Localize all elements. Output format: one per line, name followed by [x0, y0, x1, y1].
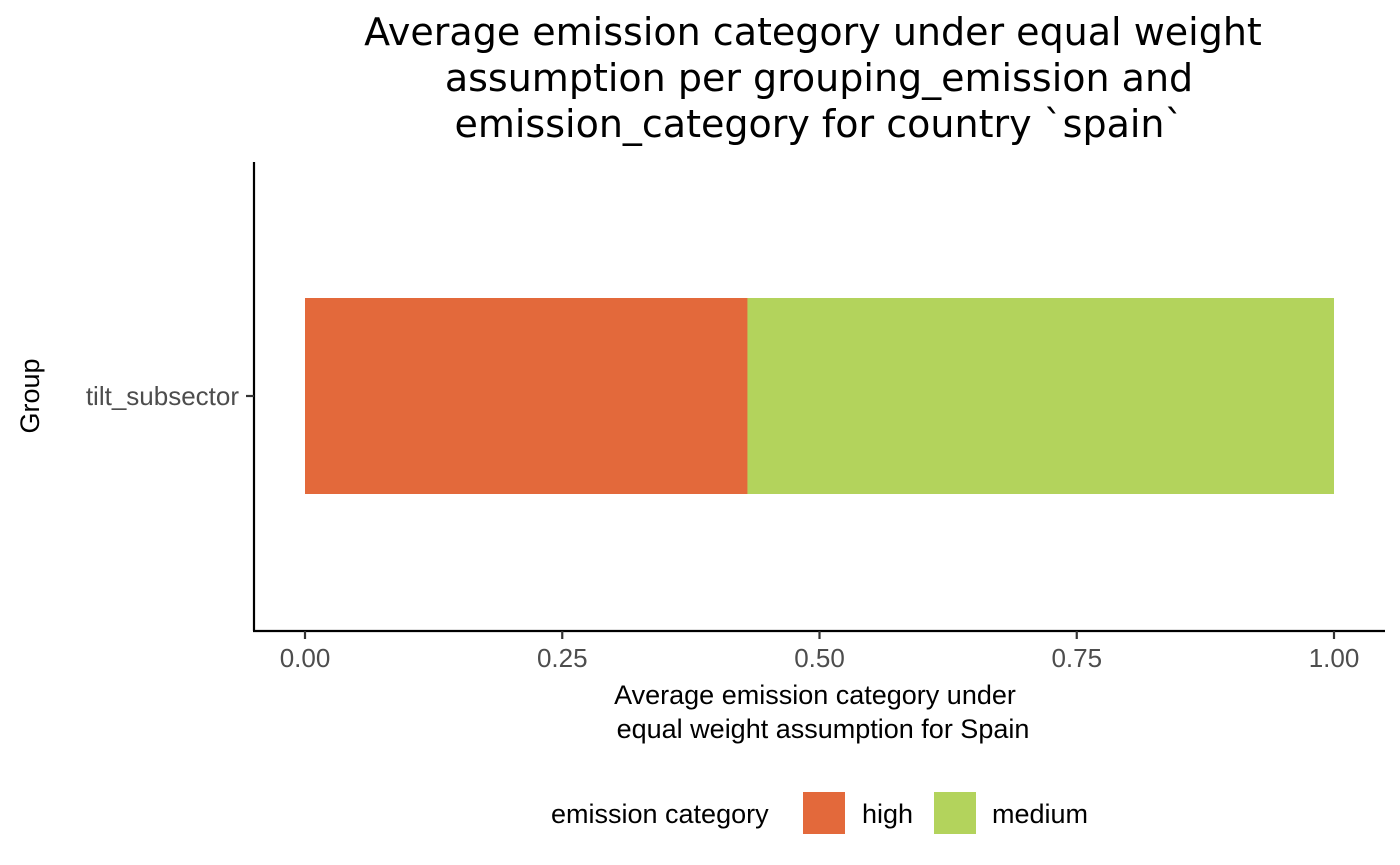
- legend-title: emission category: [551, 799, 769, 829]
- y-tick-label: tilt_subsector: [86, 381, 240, 411]
- legend-key-high: [803, 792, 845, 834]
- bar-tilt_subsector-high: [305, 298, 748, 494]
- chart-title-line-1: Average emission category under equal we…: [364, 10, 1262, 54]
- chart-title-line-2: assumption per grouping_emission and: [445, 56, 1193, 100]
- chart-title-line-3: emission_category for country `spain`: [454, 102, 1183, 146]
- y-axis-title: Group: [15, 358, 45, 433]
- x-tick-label: 0.75: [1051, 643, 1102, 673]
- legend-label-high: high: [862, 799, 913, 829]
- bar-tilt_subsector-medium: [747, 298, 1334, 494]
- chart-title: Average emission category under equal we…: [364, 10, 1262, 146]
- x-tick-label: 0.50: [794, 643, 845, 673]
- x-tick-label: 1.00: [1309, 643, 1360, 673]
- x-tick-label: 0.00: [280, 643, 331, 673]
- x-axis-ticks: 0.00 0.25 0.50 0.75 1.00: [280, 631, 1360, 673]
- x-axis-title: Average emission category under equal we…: [614, 680, 1029, 744]
- x-tick-label: 0.25: [537, 643, 588, 673]
- bars: [305, 298, 1334, 494]
- legend-key-medium: [934, 792, 976, 834]
- legend-label-medium: medium: [992, 799, 1088, 829]
- x-axis-title-line-2: equal weight assumption for Spain: [617, 714, 1030, 744]
- x-axis-title-line-1: Average emission category under: [614, 680, 1016, 710]
- y-axis-ticks: tilt_subsector: [86, 381, 254, 411]
- legend: emission category high medium: [551, 792, 1088, 834]
